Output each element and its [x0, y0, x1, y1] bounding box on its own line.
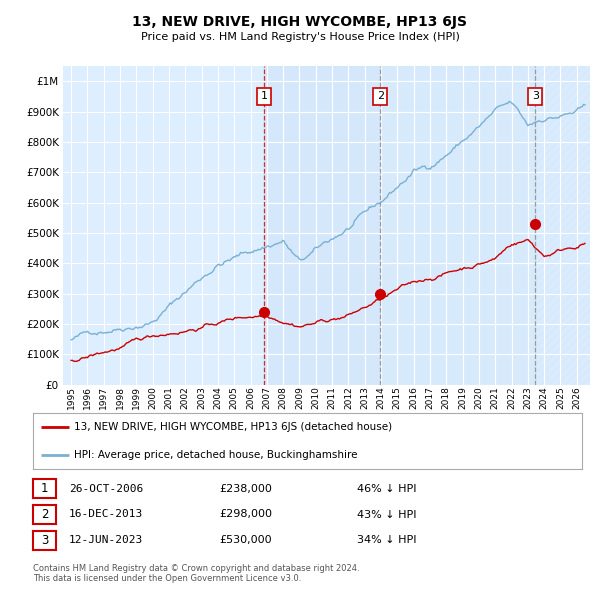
Text: 3: 3	[532, 91, 539, 101]
Text: 16-DEC-2013: 16-DEC-2013	[69, 510, 143, 519]
Text: HPI: Average price, detached house, Buckinghamshire: HPI: Average price, detached house, Buck…	[74, 450, 358, 460]
Text: 3: 3	[41, 534, 48, 547]
Text: 12-JUN-2023: 12-JUN-2023	[69, 536, 143, 545]
Text: 2: 2	[377, 91, 384, 101]
Text: 1: 1	[260, 91, 268, 101]
Text: 34% ↓ HPI: 34% ↓ HPI	[357, 536, 416, 545]
Text: Price paid vs. HM Land Registry's House Price Index (HPI): Price paid vs. HM Land Registry's House …	[140, 32, 460, 42]
Text: £238,000: £238,000	[219, 484, 272, 493]
Text: 43% ↓ HPI: 43% ↓ HPI	[357, 510, 416, 519]
Text: 13, NEW DRIVE, HIGH WYCOMBE, HP13 6JS (detached house): 13, NEW DRIVE, HIGH WYCOMBE, HP13 6JS (d…	[74, 422, 392, 432]
Bar	[264, 66, 380, 385]
Text: £530,000: £530,000	[219, 536, 272, 545]
Bar	[380, 66, 535, 385]
Text: £298,000: £298,000	[219, 510, 272, 519]
Bar	[535, 66, 590, 385]
Text: 13, NEW DRIVE, HIGH WYCOMBE, HP13 6JS: 13, NEW DRIVE, HIGH WYCOMBE, HP13 6JS	[133, 15, 467, 29]
Text: 26-OCT-2006: 26-OCT-2006	[69, 484, 143, 493]
Text: Contains HM Land Registry data © Crown copyright and database right 2024.
This d: Contains HM Land Registry data © Crown c…	[33, 563, 359, 583]
Text: 2: 2	[41, 508, 48, 521]
Text: 46% ↓ HPI: 46% ↓ HPI	[357, 484, 416, 493]
Text: 1: 1	[41, 482, 48, 495]
